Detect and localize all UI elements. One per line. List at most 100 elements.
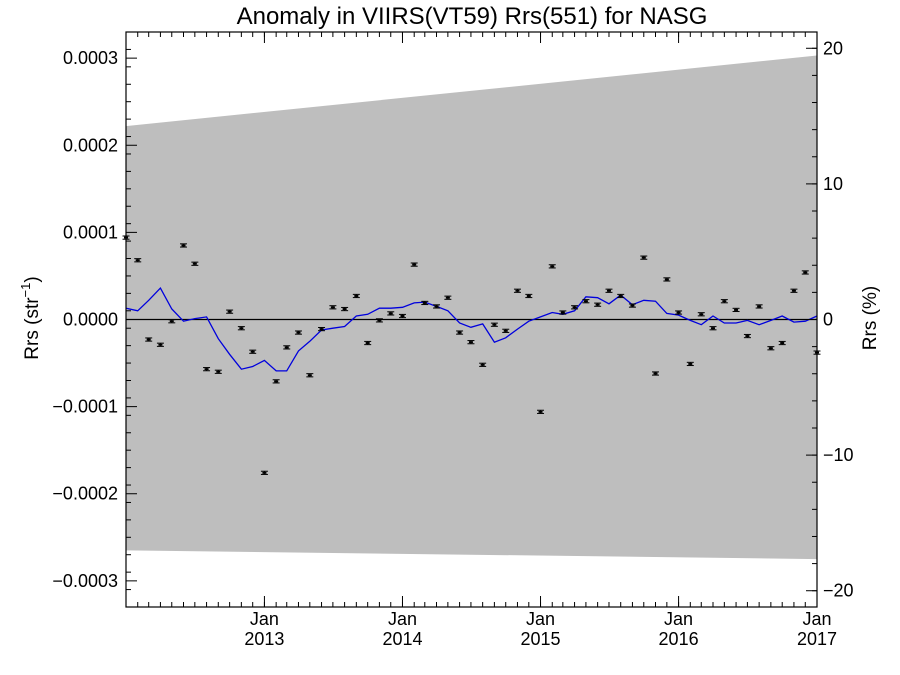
right-y-axis: 20 10 0 −10 −20: [806, 38, 854, 601]
data-point: [479, 362, 487, 367]
data-point: [226, 309, 234, 314]
point-marker: [400, 315, 405, 318]
data-point: [168, 319, 176, 324]
x-tick-month: Jan: [526, 609, 555, 629]
point-marker: [768, 347, 773, 350]
point-marker: [791, 289, 796, 292]
right-tick-label: 10: [823, 174, 843, 194]
right-tick-label: −10: [823, 445, 854, 465]
data-point: [375, 318, 383, 323]
point-marker: [239, 327, 244, 330]
left-tick-label: 0.0002: [63, 135, 118, 155]
data-point: [352, 293, 360, 299]
data-point: [179, 243, 187, 248]
point-marker: [515, 289, 520, 292]
point-marker: [307, 374, 312, 377]
right-tick-label: 20: [823, 38, 843, 58]
data-point: [306, 373, 314, 378]
point-marker: [146, 338, 151, 341]
band-area: [126, 55, 817, 560]
data-point: [272, 379, 280, 384]
x-tick-month: Jan: [802, 609, 831, 629]
data-point: [767, 346, 775, 351]
data-point: [502, 328, 510, 333]
point-marker: [330, 306, 335, 309]
left-tick-label: 0.0000: [63, 310, 118, 330]
point-marker: [204, 368, 209, 371]
point-marker: [722, 300, 727, 303]
point-marker: [284, 346, 289, 349]
data-point: [456, 330, 464, 335]
data-point: [467, 340, 475, 345]
point-marker: [457, 331, 462, 334]
data-point: [294, 330, 302, 335]
point-marker: [181, 244, 186, 247]
point-marker: [710, 327, 715, 330]
data-point: [329, 305, 337, 310]
data-point: [364, 340, 372, 346]
left-tick-label: 0.0001: [63, 222, 118, 242]
data-point: [433, 304, 441, 309]
x-tick-month: Jan: [664, 609, 693, 629]
point-marker: [630, 304, 635, 307]
point-marker: [688, 362, 693, 365]
point-marker: [745, 335, 750, 338]
point-marker: [595, 303, 600, 306]
point-marker: [734, 308, 739, 311]
data-point: [743, 333, 751, 339]
x-tick-year: 2016: [659, 629, 699, 649]
data-point: [755, 304, 763, 309]
point-marker: [158, 343, 163, 346]
data-point: [732, 307, 740, 313]
data-point: [594, 302, 602, 307]
data-point: [134, 258, 142, 263]
data-point: [421, 300, 429, 306]
x-tick-month: Jan: [250, 609, 279, 629]
point-marker: [583, 300, 588, 303]
left-tick-label: −0.0002: [52, 484, 118, 504]
point-marker: [492, 323, 497, 326]
data-point: [214, 369, 222, 374]
data-point: [617, 293, 625, 299]
point-marker: [250, 350, 255, 353]
point-marker: [192, 262, 197, 265]
data-point: [490, 322, 498, 327]
data-point: [318, 326, 326, 332]
point-marker: [780, 342, 785, 345]
data-point: [640, 255, 648, 260]
left-tick-label: 0.0003: [63, 48, 118, 68]
data-point: [513, 288, 521, 293]
point-marker: [641, 256, 646, 259]
data-point: [525, 293, 533, 299]
data-point: [571, 305, 579, 310]
point-marker: [412, 263, 417, 266]
left-tick-label: −0.0003: [52, 571, 118, 591]
x-tick-month: Jan: [388, 609, 417, 629]
point-marker: [803, 271, 808, 274]
left-y-axis-label-exponent: −1: [18, 283, 33, 298]
data-point: [548, 264, 556, 269]
data-point: [605, 288, 613, 293]
data-point: [720, 299, 728, 304]
data-point: [444, 295, 452, 300]
point-marker: [699, 313, 704, 316]
point-marker: [274, 380, 279, 383]
data-point: [249, 349, 257, 354]
data-point: [697, 312, 705, 317]
data-point: [537, 409, 545, 414]
point-marker: [653, 372, 658, 375]
uncertainty-band: [126, 55, 817, 560]
point-marker: [538, 410, 543, 413]
data-point: [652, 371, 660, 376]
x-tick-year: 2017: [797, 629, 837, 649]
left-tick-label: −0.0001: [52, 397, 118, 417]
point-marker: [342, 308, 347, 311]
x-tick-year: 2014: [382, 629, 422, 649]
point-marker: [526, 294, 531, 297]
data-point: [237, 326, 245, 331]
data-point: [559, 310, 567, 315]
data-point: [156, 342, 164, 347]
data-point: [628, 303, 636, 308]
